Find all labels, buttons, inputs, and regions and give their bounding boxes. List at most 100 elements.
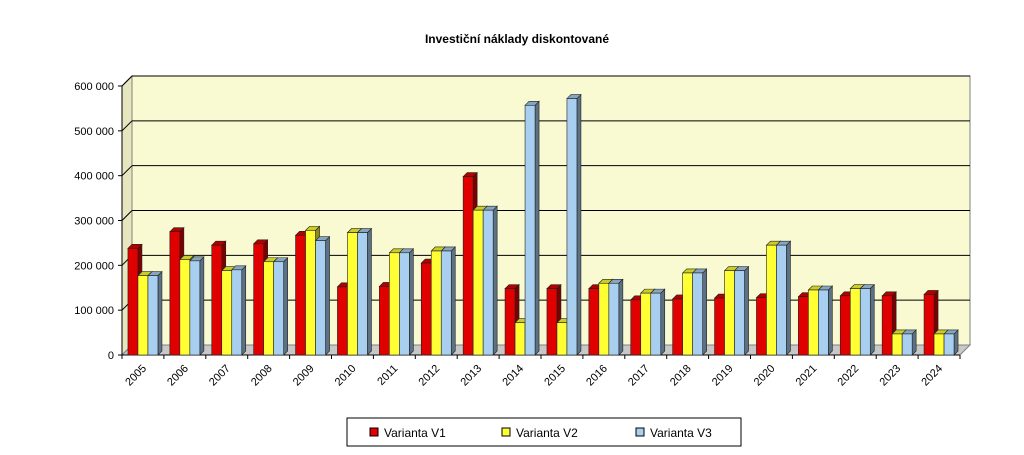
bar-front (734, 270, 745, 356)
bar-front (943, 333, 955, 356)
x-tick-label: 2019 (710, 363, 736, 389)
gridline-side (121, 210, 133, 221)
bar-front (482, 209, 494, 356)
y-tick-label: 300 000 (74, 216, 114, 228)
bar-front (379, 286, 390, 356)
gridline-side (121, 75, 133, 87)
x-tick-label: 2007 (207, 363, 233, 389)
bar-side (199, 256, 205, 356)
bar-front (608, 282, 620, 356)
bar-side (576, 93, 582, 356)
chart-title: Investiční náklady diskontované (425, 32, 609, 46)
bar (859, 283, 875, 356)
bar-front (682, 272, 693, 356)
bar-front (524, 104, 536, 356)
bar-front (147, 275, 159, 356)
legend-label: Varianta V1 (384, 426, 446, 440)
bar (398, 248, 415, 356)
y-tick-label: 500 000 (74, 126, 114, 138)
bar-side (744, 265, 749, 356)
bar-front (305, 230, 316, 356)
bar-front (724, 270, 735, 356)
bar-front (630, 299, 642, 356)
bar-front (901, 333, 913, 356)
bar-front (849, 288, 861, 356)
bar-side (241, 265, 247, 356)
x-tick-label: 2006 (165, 363, 191, 389)
bar-front (546, 288, 558, 356)
x-tick-label: 2012 (417, 363, 443, 389)
x-tick-label: 2011 (375, 363, 400, 388)
x-tick-label: 2005 (123, 363, 149, 389)
x-tick-label: 2022 (836, 363, 862, 389)
bar-front (650, 292, 662, 356)
bar (524, 100, 540, 356)
bar (440, 246, 456, 356)
y-tick-label: 0 (108, 350, 114, 362)
bar-front (231, 269, 243, 356)
x-tick-label: 2023 (877, 363, 903, 389)
x-tick-label: 2013 (458, 363, 484, 389)
bar (356, 227, 373, 356)
legend-swatch (635, 427, 645, 437)
bar-side (325, 235, 330, 356)
bar-side (534, 100, 540, 356)
bar-front (189, 260, 201, 356)
bar (733, 265, 750, 356)
bar-front (504, 288, 516, 356)
bar-front (881, 295, 893, 356)
bar-front (357, 232, 368, 356)
x-tick-label: 2009 (291, 363, 317, 389)
legend-swatch (369, 427, 379, 437)
y-axis: 0 100 000 200 000 300 000 400 000 500 000 600 … (74, 81, 123, 362)
bar-front (273, 261, 284, 356)
bar (817, 285, 834, 356)
bar-front (472, 209, 484, 356)
bar-front (756, 297, 767, 356)
x-tick-label: 2010 (333, 363, 359, 389)
legend-entry: Varianta V3 (635, 426, 712, 440)
y-tick-label: 400 000 (74, 171, 114, 183)
bar-front (692, 272, 703, 356)
y-tick-label: 100 000 (74, 305, 114, 317)
legend-swatch (501, 427, 511, 437)
bar-side (283, 257, 288, 356)
bar-side (786, 240, 791, 356)
legend-box (346, 417, 742, 447)
bar-side (157, 270, 163, 356)
bar-front (514, 322, 526, 356)
bar-front (776, 244, 787, 356)
bar-front (588, 288, 600, 356)
bar (231, 265, 247, 356)
bar-front (347, 232, 358, 356)
x-tick-label: 2015 (542, 363, 568, 389)
bar (691, 268, 708, 356)
bar-front (179, 259, 191, 356)
legend-entry: Varianta V2 (501, 426, 578, 440)
bar-side (702, 268, 707, 356)
bar-front (672, 298, 683, 356)
bar-front (127, 247, 139, 356)
bar-front (137, 275, 149, 356)
bar-front (440, 250, 452, 356)
bar-front (337, 286, 348, 356)
legend-label: Varianta V3 (650, 426, 712, 440)
bar-front (221, 270, 233, 356)
bar-front (818, 289, 829, 356)
legend-label: Varianta V2 (516, 426, 578, 440)
y-tick-label: 200 000 (74, 260, 114, 272)
bar-front (389, 252, 400, 356)
bar-front (859, 288, 871, 356)
bar-front (923, 294, 935, 356)
x-tick-label: 2017 (626, 363, 652, 389)
bar-front (253, 243, 264, 356)
legend-entry: Varianta V1 (369, 426, 446, 440)
bar-front (598, 282, 610, 356)
bar-front (420, 262, 432, 356)
bar-front (798, 296, 809, 356)
bar-side (828, 285, 833, 356)
bar-front (430, 250, 442, 356)
legend: Varianta V1 Varianta V2 Varianta V3 (346, 417, 742, 447)
bar (650, 288, 666, 356)
